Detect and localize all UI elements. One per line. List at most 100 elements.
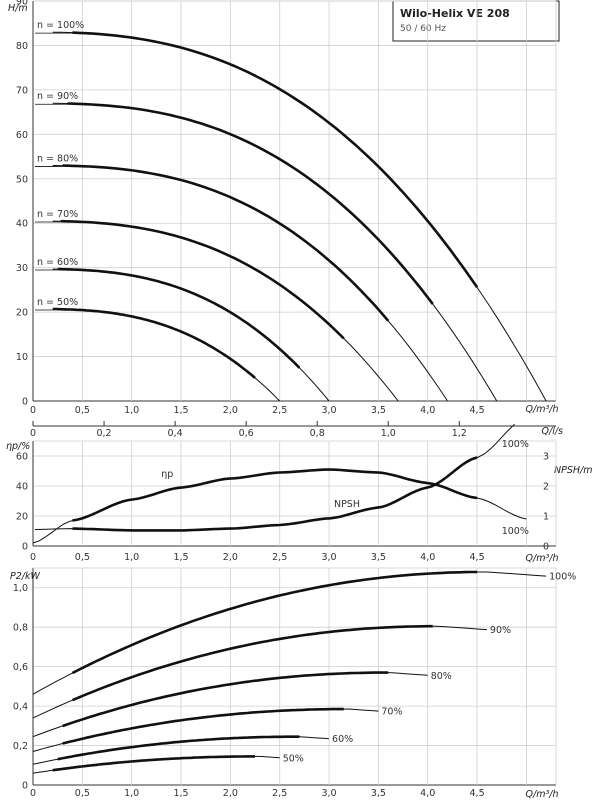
npsh-tick-label: 1 xyxy=(543,512,549,523)
power-panel-x-tick-label: 1,0 xyxy=(124,788,139,799)
head-panel-x-tick-label: 3,0 xyxy=(321,405,336,416)
ls-tick-label: 1,0 xyxy=(381,428,396,439)
head-panel-x-tick-label: 2,5 xyxy=(272,405,287,416)
power-panel-x-tick-label: 3,0 xyxy=(321,788,336,799)
npsh-speed-label: 100% xyxy=(502,439,529,450)
head-panel-x-tick-label: 4,0 xyxy=(420,405,435,416)
eta-panel-x-tick-label: 4,5 xyxy=(470,552,485,563)
ls-tick-label: 1,2 xyxy=(452,428,467,439)
power-curve xyxy=(72,624,433,702)
head-panel-y-tick-label: 0 xyxy=(22,397,28,408)
eta-panel-x-tick-label: 1,0 xyxy=(124,552,139,563)
product-title: Wilo-Helix VE 208 xyxy=(400,7,510,20)
head-curve xyxy=(52,307,256,379)
power-panel-y-tick-label: 0,2 xyxy=(13,741,28,752)
head-curve xyxy=(67,102,434,305)
eta-panel-x-tick-label: 4,0 xyxy=(420,552,435,563)
eta-panel-x-tick-label: 2,5 xyxy=(272,552,287,563)
head-panel-x-tick-label: 0 xyxy=(30,405,36,416)
power-panel-y-tick-label: 0,4 xyxy=(13,702,28,713)
npsh-series-label: NPSH xyxy=(334,499,360,510)
title-box-frame xyxy=(392,0,560,42)
power-panel-y-tick-label: 0,6 xyxy=(13,662,28,673)
power-panel-x-tick-label: 2,0 xyxy=(223,788,238,799)
head-panel-y-tick-label: 90 xyxy=(16,0,28,8)
head-curve xyxy=(60,219,345,340)
power-panel-y-tick-label: 0 xyxy=(22,781,28,792)
npsh-axis-label: NPSH/m xyxy=(554,465,592,476)
h-axis-label: H/m xyxy=(8,3,28,14)
ls-tick-label: 0 xyxy=(30,428,36,439)
power-panel-x-tick-label: 0,5 xyxy=(75,788,90,799)
power-panel-x-tick-label: 4,0 xyxy=(420,788,435,799)
power-curve xyxy=(57,735,300,761)
head-panel-y-tick-label: 50 xyxy=(16,174,28,185)
head-panel-x-tick-label: 1,5 xyxy=(173,405,188,416)
head-panel-y-tick-label: 40 xyxy=(16,219,28,230)
power-speed-label: 90% xyxy=(490,625,511,636)
npsh-tick-label: 0 xyxy=(543,542,549,553)
ls-tick-label: 0,6 xyxy=(239,428,254,439)
npsh-tick-label: 2 xyxy=(543,482,549,493)
power-curve-thin xyxy=(32,625,487,719)
eta-axis-label: ηp/% xyxy=(6,441,30,452)
power-curve xyxy=(62,707,344,745)
ls-tick-label: 0,2 xyxy=(96,428,111,439)
speed-label: n = 50% xyxy=(37,297,78,308)
speed-label: n = 80% xyxy=(37,153,78,164)
power-speed-label: 60% xyxy=(332,734,353,745)
power-panel-x-tick-label: 3,5 xyxy=(371,788,386,799)
ls-tick-label: 0,4 xyxy=(168,428,183,439)
head-panel-y-tick-label: 70 xyxy=(16,85,28,96)
head-curve-thin xyxy=(52,31,547,402)
power-curve xyxy=(52,755,255,772)
speed-label: n = 60% xyxy=(37,257,78,268)
speed-label: n = 70% xyxy=(37,209,78,220)
head-panel-x-tick-label: 2,0 xyxy=(223,405,238,416)
head-curve xyxy=(62,164,390,322)
power-speed-label: 100% xyxy=(549,572,576,583)
frequency-subtitle: 50 / 60 Hz xyxy=(400,24,446,34)
head-panel-x-tick-label: 4,5 xyxy=(470,405,485,416)
q-axis-label-2: Q/m³/h xyxy=(526,553,559,564)
head-panel-x-tick-label: 0,5 xyxy=(75,405,90,416)
npsh-curve xyxy=(72,456,478,532)
p2-axis-label: P2/kW xyxy=(10,571,40,582)
head-curve-thin xyxy=(52,165,448,402)
head-panel-x-tick-label: 3,5 xyxy=(371,405,386,416)
power-panel-y-tick-label: 0,8 xyxy=(13,623,28,634)
power-panel-x-tick-label: 2,5 xyxy=(272,788,287,799)
power-curve xyxy=(62,671,389,728)
eta-panel-y-tick-label: 40 xyxy=(16,482,28,493)
head-panel-y-tick-label: 30 xyxy=(16,263,28,274)
title-box: Wilo-Helix VE 208 50 / 60 Hz xyxy=(392,0,560,42)
head-panel-x-tick-label: 1,0 xyxy=(124,405,139,416)
power-panel-x-tick-label: 4,5 xyxy=(470,788,485,799)
q-axis-label-1: Q/m³/h xyxy=(526,404,559,415)
power-speed-label: 70% xyxy=(381,707,402,718)
power-speed-label: 50% xyxy=(283,753,304,764)
head-curve xyxy=(57,267,301,369)
power-panel-x-tick-label: 0 xyxy=(30,788,36,799)
head-panel-y-tick-label: 10 xyxy=(16,352,28,363)
head-panel-y-tick-label: 60 xyxy=(16,130,28,141)
npsh-tick-label: 3 xyxy=(543,452,549,463)
q-axis-label-3: Q/m³/h xyxy=(526,789,559,800)
eta-panel-x-tick-label: 0 xyxy=(30,552,36,563)
eta-panel-x-tick-label: 1,5 xyxy=(173,552,188,563)
eta-panel-y-tick-label: 0 xyxy=(22,542,28,553)
power-speed-label: 80% xyxy=(431,671,452,682)
speed-label: n = 100% xyxy=(37,20,84,31)
eta-panel-x-tick-label: 0,5 xyxy=(75,552,90,563)
power-panel-y-tick-label: 1,0 xyxy=(13,583,28,594)
head-curve xyxy=(72,31,479,289)
eta-panel-x-tick-label: 3,0 xyxy=(321,552,336,563)
power-curve-thin xyxy=(32,708,379,752)
eta-panel-y-tick-label: 60 xyxy=(16,452,28,463)
speed-label: n = 90% xyxy=(37,91,78,102)
npsh-curve-thin xyxy=(34,423,515,531)
head-panel-y-tick-label: 20 xyxy=(16,308,28,319)
power-panel-x-tick-label: 1,5 xyxy=(173,788,188,799)
